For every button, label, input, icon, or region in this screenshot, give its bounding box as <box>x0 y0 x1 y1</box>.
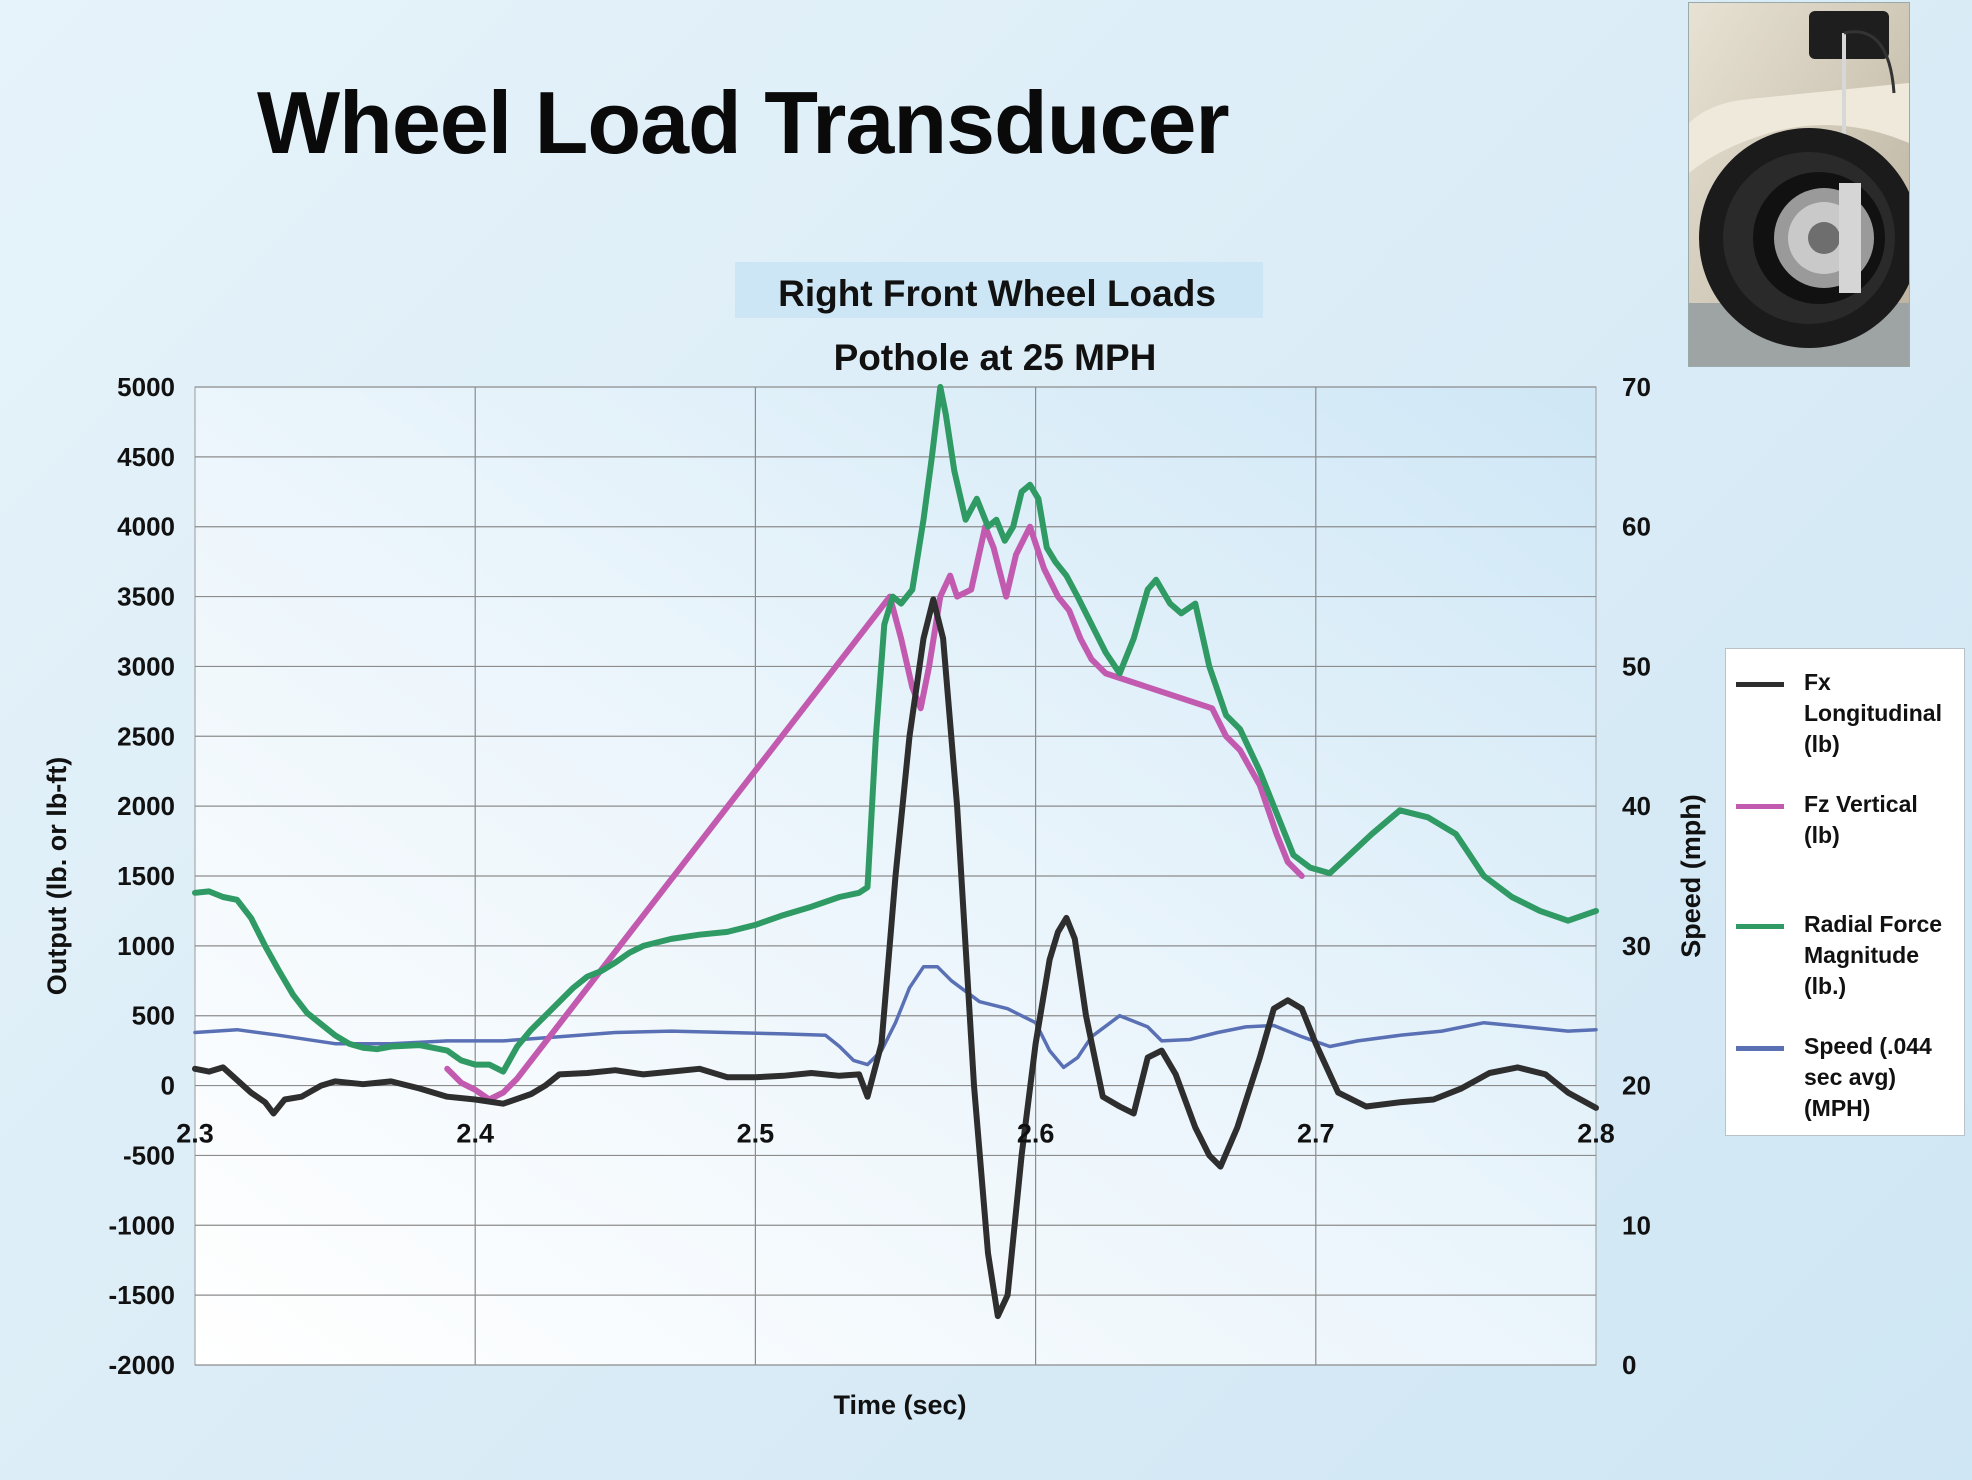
y-tick-label: 1500 <box>117 861 175 891</box>
y-tick-label: -2000 <box>109 1350 176 1380</box>
chart-subtitle: Pothole at 25 MPH <box>834 337 1157 378</box>
x-tick-label: 2.8 <box>1577 1119 1615 1149</box>
y-tick-label: 5000 <box>117 372 175 402</box>
legend-swatch-speed <box>1736 1046 1784 1051</box>
y-tick-label: -1000 <box>109 1210 176 1240</box>
y-tick-label: 3000 <box>117 651 175 681</box>
legend-label-radial: Radial Force Magnitude (lb.) <box>1804 911 1943 999</box>
slide-title: Wheel Load Transducer <box>257 73 1230 172</box>
legend-swatch-fz <box>1736 804 1784 809</box>
x-axis-label: Time (sec) <box>833 1390 966 1420</box>
series-line-speed <box>193 965 1598 1070</box>
y-tick-label: 4000 <box>117 512 175 542</box>
y-right-tick-label: 0 <box>1622 1350 1636 1380</box>
legend-swatch-radial <box>1736 924 1784 929</box>
y-right-tick-label: 70 <box>1622 372 1651 402</box>
y-right-tick-label: 30 <box>1622 931 1651 961</box>
x-tick-label: 2.5 <box>737 1119 775 1149</box>
x-tick-label: 2.6 <box>1017 1119 1055 1149</box>
legend-label-speed: Speed (.044 sec avg) (MPH) <box>1804 1033 1932 1121</box>
y-tick-label: 3500 <box>117 582 175 612</box>
y-right-tick-label: 60 <box>1622 512 1651 542</box>
tick-labels: 5000450040003500300025002000150010005000… <box>109 372 1651 1380</box>
series-line-fz <box>444 523 1305 1103</box>
wheel-transducer-photo <box>1688 2 1910 367</box>
chart-title: Right Front Wheel Loads <box>778 273 1216 314</box>
chart-title-band <box>735 262 1263 318</box>
legend-label-fz: Fz Vertical (lb) <box>1804 791 1918 848</box>
y-right-tick-label: 10 <box>1622 1210 1651 1240</box>
y-tick-label: 0 <box>161 1071 175 1101</box>
y-axis-label: Output (lb. or lb-ft) <box>42 757 72 995</box>
legend-swatch-fx <box>1736 682 1784 687</box>
y-right-tick-label: 40 <box>1622 791 1651 821</box>
chart-legend: Fx Longitudinal (lb) Fz Vertical (lb) Radia… <box>1725 648 1965 1136</box>
x-tick-label: 2.3 <box>176 1119 214 1149</box>
y-tick-label: 500 <box>132 1001 175 1031</box>
y-tick-label: -1500 <box>109 1280 176 1310</box>
y-axis-right-label: Speed (mph) <box>1676 794 1706 958</box>
y-tick-label: 1000 <box>117 931 175 961</box>
y-tick-label: 4500 <box>117 442 175 472</box>
y-right-tick-label: 50 <box>1622 651 1651 681</box>
series-lines <box>192 384 1599 1320</box>
y-right-tick-label: 20 <box>1622 1071 1651 1101</box>
x-tick-label: 2.4 <box>456 1119 494 1149</box>
series-line-radial <box>192 384 1599 1075</box>
gridlines <box>195 386 1596 1366</box>
y-tick-label: 2000 <box>117 791 175 821</box>
legend-label-fx: Fx Longitudinal (lb) <box>1804 669 1942 757</box>
series-line-fx <box>192 596 1599 1320</box>
y-tick-label: -500 <box>123 1140 175 1170</box>
wheel-photo-icon <box>1689 3 1909 366</box>
y-tick-label: 2500 <box>117 721 175 751</box>
x-tick-label: 2.7 <box>1297 1119 1335 1149</box>
